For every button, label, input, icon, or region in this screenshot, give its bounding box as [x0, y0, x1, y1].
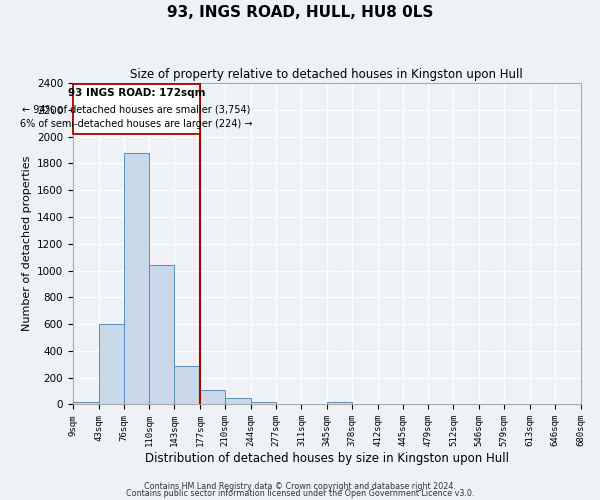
Bar — [149, 265, 175, 404]
Text: Contains public sector information licensed under the Open Government Licence v3: Contains public sector information licen… — [126, 488, 474, 498]
Text: 6% of semi-detached houses are larger (224) →: 6% of semi-detached houses are larger (2… — [20, 119, 253, 129]
Text: 93 INGS ROAD: 172sqm: 93 INGS ROAD: 172sqm — [68, 88, 205, 99]
Bar — [251, 402, 276, 404]
Title: Size of property relative to detached houses in Kingston upon Hull: Size of property relative to detached ho… — [130, 68, 523, 80]
Bar — [175, 366, 200, 405]
Y-axis label: Number of detached properties: Number of detached properties — [22, 156, 32, 332]
Bar — [327, 402, 352, 404]
Bar — [99, 324, 124, 404]
Text: 93, INGS ROAD, HULL, HU8 0LS: 93, INGS ROAD, HULL, HU8 0LS — [167, 5, 433, 20]
Bar — [225, 398, 251, 404]
Text: Contains HM Land Registry data © Crown copyright and database right 2024.: Contains HM Land Registry data © Crown c… — [144, 482, 456, 491]
X-axis label: Distribution of detached houses by size in Kingston upon Hull: Distribution of detached houses by size … — [145, 452, 509, 465]
Bar — [200, 390, 225, 404]
FancyBboxPatch shape — [73, 84, 200, 134]
Text: ← 94% of detached houses are smaller (3,754): ← 94% of detached houses are smaller (3,… — [22, 104, 251, 114]
Bar — [124, 152, 149, 404]
Bar — [73, 402, 99, 404]
